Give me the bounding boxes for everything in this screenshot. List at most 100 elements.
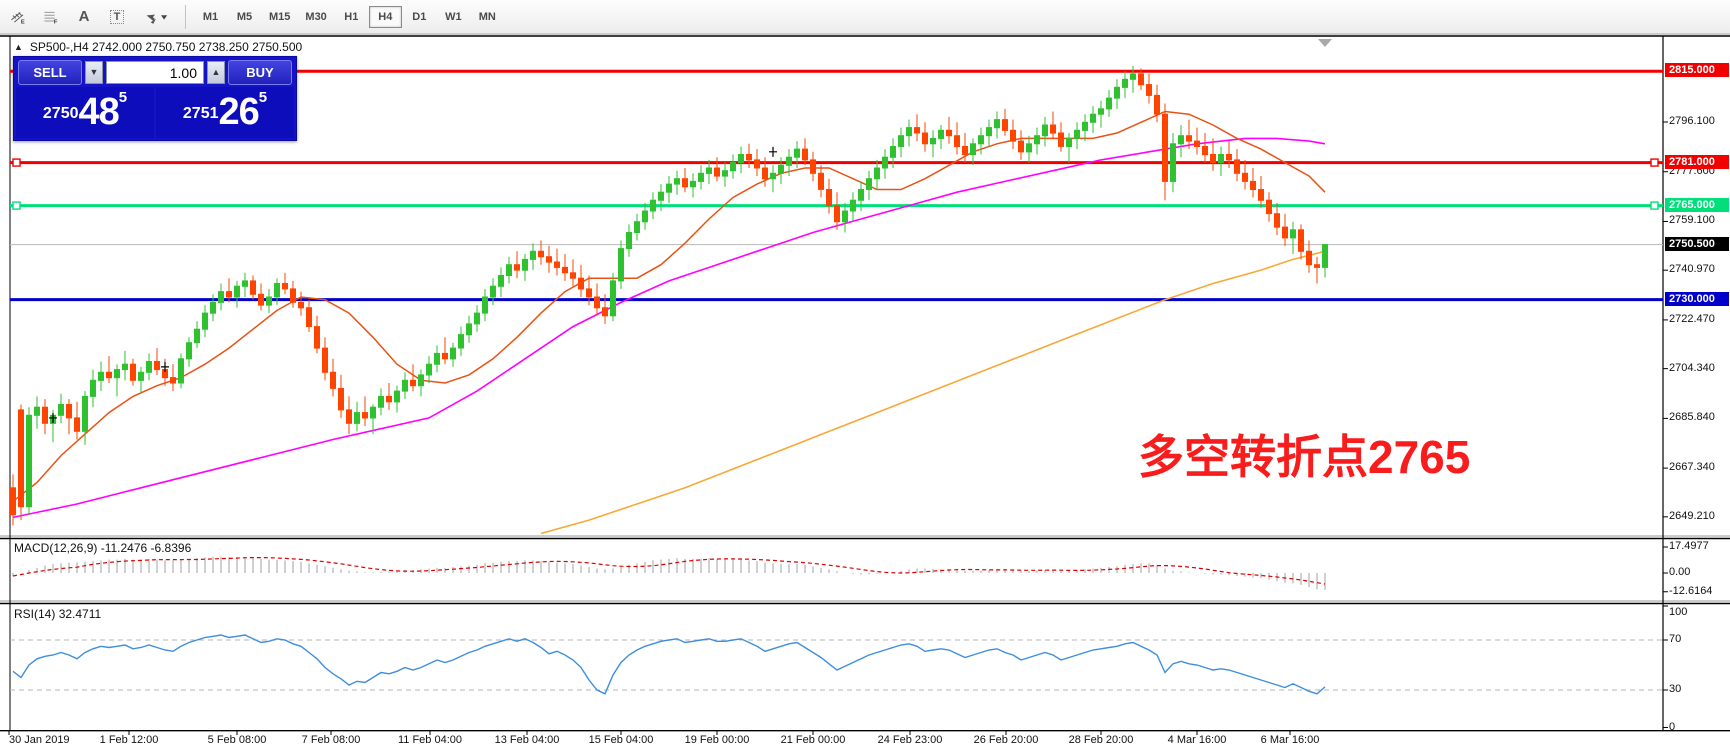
hline-handle-left-2781: [12, 158, 21, 167]
buy-price-display[interactable]: 2751265: [156, 87, 294, 138]
candle-body: [114, 369, 120, 379]
candle-body: [1202, 146, 1208, 156]
candle-body: [506, 264, 512, 276]
candle-body: [1106, 97, 1112, 110]
volume-decrease-button[interactable]: ▼: [85, 61, 103, 84]
symbol-header: ▲ SP500-,H4 2742.000 2750.750 2738.250 2…: [14, 40, 302, 54]
fibonacci-grid-icon: F: [44, 11, 58, 25]
candle-body: [586, 288, 592, 298]
candle-body: [442, 352, 448, 360]
equidistant-channel-tool-button[interactable]: E: [3, 4, 33, 30]
candle-body: [450, 347, 456, 360]
candle-body: [1178, 135, 1184, 145]
candle-body: [530, 250, 536, 260]
candle-body: [842, 210, 848, 223]
candle-body: [98, 371, 104, 381]
collapse-panel-icon[interactable]: ▲: [14, 42, 23, 52]
candle-body: [810, 159, 816, 174]
candle-body: [1034, 135, 1040, 145]
text-tool-button[interactable]: A: [69, 4, 99, 30]
candle-body: [1162, 113, 1168, 182]
candle-body: [1226, 154, 1232, 161]
chevron-down-icon: ▼: [89, 67, 99, 77]
time-tick-label: 21 Feb 00:00: [780, 734, 846, 746]
timeframe-button-m5[interactable]: M5: [228, 6, 261, 28]
candle-body: [690, 180, 696, 188]
timeframe-button-m1[interactable]: M1: [194, 6, 227, 28]
sell-price-display[interactable]: 2750485: [16, 87, 154, 138]
toolbar: E F A T M1 M5 M15 M30 H1 H4 D1: [0, 0, 1730, 34]
timeframe-button-m15[interactable]: M15: [262, 6, 297, 28]
candle-body: [1250, 180, 1256, 190]
chart-background: [0, 33, 1730, 750]
candle-body: [426, 363, 432, 376]
text-label-tool-button[interactable]: T: [102, 4, 132, 30]
buy-price-main: 26: [218, 91, 259, 133]
arrows-icon: [146, 14, 168, 24]
candle-body: [954, 135, 960, 147]
svg-text:F: F: [54, 19, 58, 25]
chart-area[interactable]: [0, 33, 1730, 750]
candle-body: [874, 167, 880, 180]
candle-body: [962, 146, 968, 156]
candle-body: [1210, 154, 1216, 164]
candle-body: [1018, 140, 1024, 153]
candle-body: [1058, 132, 1064, 147]
candle-body: [610, 280, 616, 317]
candle-body: [986, 127, 992, 137]
candle-body: [1042, 124, 1048, 137]
svg-text:E: E: [21, 19, 25, 25]
candle-body: [770, 172, 776, 180]
candle-body: [106, 371, 112, 379]
fibonacci-tool-button[interactable]: F: [36, 4, 66, 30]
ma-slow-line: [540, 250, 1326, 535]
timeframe-button-m30[interactable]: M30: [298, 6, 333, 28]
text-a-icon: A: [78, 8, 90, 25]
macd-scale-label: -12.6164: [1669, 584, 1713, 597]
candle-body: [522, 258, 528, 271]
time-tick-label: 28 Feb 20:00: [1068, 734, 1134, 746]
chart-annotation-text: 多空转折点2765: [1138, 431, 1471, 483]
candle-body: [1010, 129, 1016, 142]
volume-input[interactable]: [106, 61, 204, 84]
timeframe-button-w1[interactable]: W1: [437, 6, 470, 28]
buy-button[interactable]: BUY: [228, 60, 292, 85]
cross-marker: [769, 146, 777, 157]
candle-body: [258, 293, 264, 306]
price-line-label-2815: 2815.000: [1665, 63, 1729, 78]
candle-body: [1090, 113, 1096, 123]
cross-marker: [161, 361, 169, 372]
candle-body: [722, 170, 728, 177]
timeframe-button-mn[interactable]: MN: [471, 6, 504, 28]
candle-body: [58, 404, 64, 416]
rsi-scale-label: 30: [1669, 683, 1682, 695]
price-tick-label: 2796.100: [1669, 115, 1715, 127]
candle-body: [666, 183, 672, 193]
candle-body: [898, 135, 904, 147]
rsi-scale-label: 0: [1669, 720, 1676, 733]
candle-body: [730, 162, 736, 172]
candle-body: [42, 406, 48, 424]
timeframe-button-h4[interactable]: H4: [368, 5, 402, 28]
boxed-t-icon: T: [109, 9, 125, 24]
candle-body: [1242, 172, 1248, 182]
sell-button[interactable]: SELL: [18, 60, 82, 85]
timeframe-button-h1[interactable]: H1: [335, 6, 368, 28]
candle-body: [330, 371, 336, 389]
arrows-tool-button[interactable]: [135, 4, 175, 30]
candle-body: [482, 296, 488, 314]
candle-body: [346, 409, 352, 424]
volume-increase-button[interactable]: ▲: [207, 61, 225, 84]
candle-body: [130, 363, 136, 381]
candle-body: [1074, 129, 1080, 139]
timeframe-button-d1[interactable]: D1: [403, 6, 436, 28]
candle-body: [202, 312, 208, 330]
candle-body: [850, 199, 856, 212]
candle-body: [1066, 137, 1072, 148]
candle-body: [538, 250, 544, 258]
candle-body: [1194, 140, 1200, 147]
candle-body: [706, 167, 712, 174]
candle-body: [226, 291, 232, 298]
candle-body: [1258, 189, 1264, 201]
